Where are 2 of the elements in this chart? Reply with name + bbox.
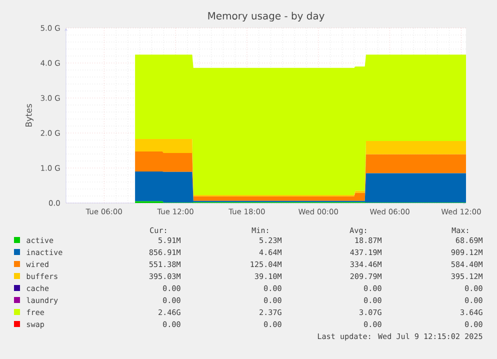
chart-title: Memory usage - by day	[208, 12, 324, 22]
y-axis-title: Bytes	[26, 104, 34, 127]
